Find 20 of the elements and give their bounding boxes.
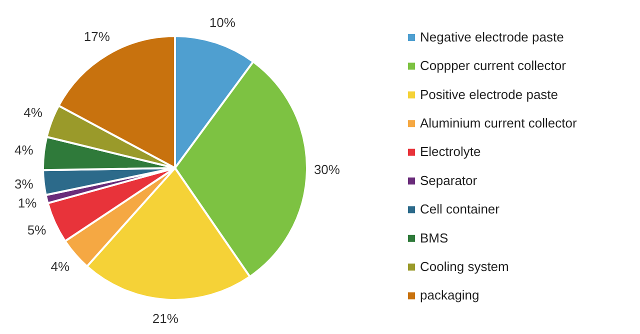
data-label: 4% bbox=[14, 142, 34, 158]
legend-label: Negative electrode paste bbox=[420, 29, 564, 44]
legend-label: Cooling system bbox=[420, 259, 509, 274]
data-label: 30% bbox=[314, 162, 340, 177]
data-label: 21% bbox=[152, 311, 179, 326]
legend-label: packaging bbox=[420, 288, 480, 303]
legend-label: Cell container bbox=[420, 202, 500, 217]
data-label: 17% bbox=[84, 29, 110, 44]
data-label: 4% bbox=[50, 258, 70, 274]
legend-label: Separator bbox=[420, 172, 478, 188]
data-label: 10% bbox=[209, 15, 236, 30]
data-label: 3% bbox=[14, 176, 34, 192]
data-label: 1% bbox=[18, 195, 38, 210]
legend-label: Coppper current collector bbox=[420, 58, 567, 74]
legend-label: Positive electrode paste bbox=[420, 86, 558, 102]
legend-label: BMS bbox=[420, 230, 448, 246]
data-label: 4% bbox=[24, 105, 43, 120]
data-label: 5% bbox=[27, 222, 47, 238]
legend-label: Aluminium current collector bbox=[420, 116, 578, 131]
legend-label: Electrolyte bbox=[420, 144, 481, 160]
